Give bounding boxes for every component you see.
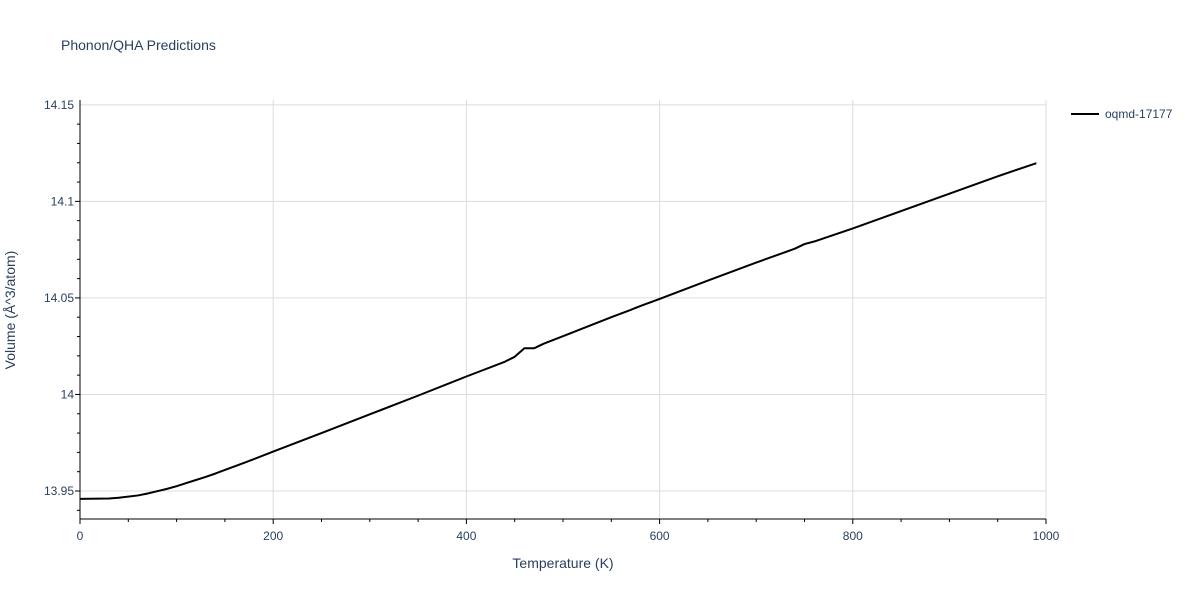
legend-label: oqmd-17177	[1105, 107, 1173, 121]
x-tick-label: 200	[263, 529, 283, 543]
grid	[80, 100, 1047, 519]
x-tick-label: 600	[650, 529, 670, 543]
x-tick-label: 1000	[1033, 529, 1060, 543]
x-tick-label: 400	[456, 529, 476, 543]
y-axis-label: Volume (Å^3/atom)	[2, 251, 18, 370]
y-ticks: 13.95 14 14.05 14.1 14.15	[44, 98, 80, 511]
chart-title: Phonon/QHA Predictions	[61, 37, 216, 53]
y-tick-label: 13.95	[44, 484, 74, 498]
axes	[79, 100, 1046, 520]
legend[interactable]: oqmd-17177	[1071, 107, 1173, 121]
x-tick-label: 800	[843, 529, 863, 543]
x-ticks: 0 200 400 600 800 1000	[77, 519, 1060, 543]
y-tick-label: 14.1	[51, 194, 75, 208]
y-tick-label: 14	[61, 387, 75, 401]
y-tick-label: 14.15	[44, 98, 74, 112]
series-line	[79, 162, 1037, 500]
plot-area	[79, 162, 1037, 500]
y-tick-label: 14.05	[44, 291, 74, 305]
x-tick-label: 0	[77, 529, 84, 543]
x-axis-label: Temperature (K)	[512, 555, 613, 571]
